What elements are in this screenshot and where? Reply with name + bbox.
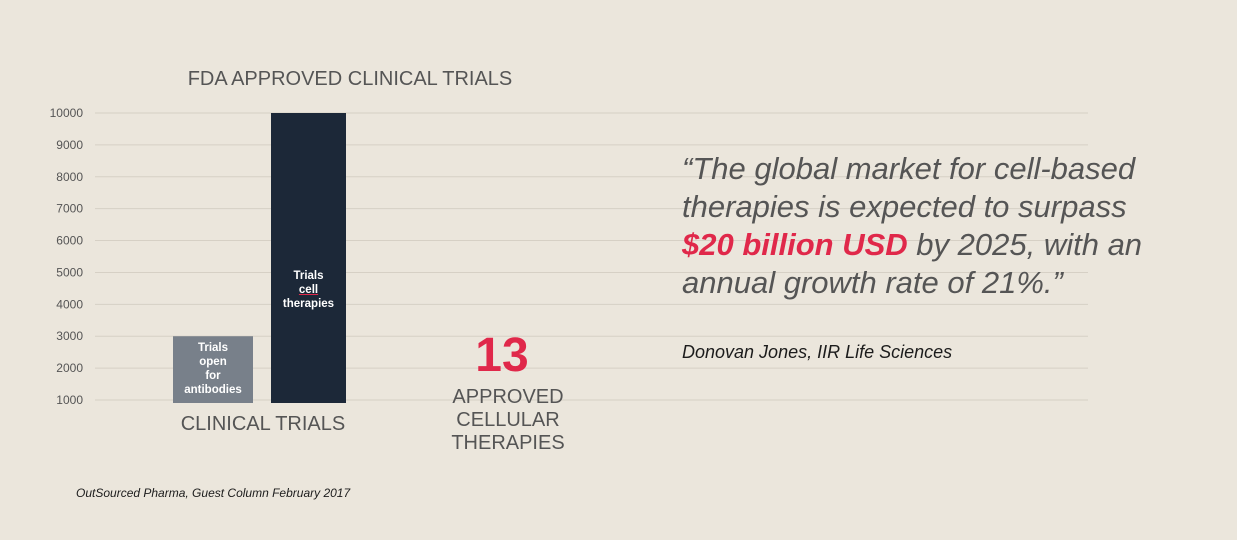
bar-label-line: cell (271, 283, 346, 297)
bar-label-antibodies: Trials open for antibodies (173, 341, 253, 397)
y-tick-label: 7000 (56, 202, 83, 216)
bar-1 (173, 336, 253, 403)
bar-label-cell-therapies: Trials cell therapies (271, 269, 346, 311)
bar-label-line: therapies (282, 298, 335, 310)
quote-text-start: “The global market for cell-based therap… (682, 151, 1136, 224)
source-note: OutSourced Pharma, Guest Column February… (76, 486, 351, 500)
bar-label-line: open (199, 356, 227, 368)
bar-2 (271, 113, 346, 403)
y-tick-label: 3000 (56, 329, 83, 343)
bar-label-line: for (205, 370, 221, 382)
market-quote: “The global market for cell-based therap… (682, 150, 1162, 302)
gridlines (95, 112, 1088, 401)
x-axis-label: CLINICAL TRIALS (180, 413, 346, 435)
y-tick-label: 1000 (56, 393, 83, 407)
bar-label-line: antibodies (184, 384, 242, 396)
approved-label-line: APPROVED (452, 386, 564, 408)
y-tick-label: 8000 (56, 170, 83, 184)
quote-attribution: Donovan Jones, IIR Life Sciences (682, 342, 953, 362)
y-tick-label: 9000 (56, 138, 83, 152)
approved-label: APPROVED CELLULAR THERAPIES (430, 386, 586, 455)
bar-label-word: cell (298, 284, 319, 296)
y-tick-label: 2000 (56, 361, 83, 375)
quote-highlight: $20 billion USD (682, 227, 908, 262)
approved-count: 13 (475, 329, 529, 382)
y-tick-label: 4000 (56, 297, 83, 311)
y-tick-label: 6000 (56, 234, 83, 248)
quote-text-end: by 2025, with an annual growth rate of 2… (682, 227, 1143, 300)
chart-title: FDA APPROVED CLINICAL TRIALS (187, 68, 513, 90)
bars (173, 113, 346, 403)
approved-label-line: CELLULAR (456, 409, 560, 431)
approved-label-line: THERAPIES (451, 432, 565, 454)
y-tick-label: 10000 (50, 106, 84, 120)
y-tick-label: 5000 (56, 265, 83, 279)
bar-label-line: Trials (293, 270, 324, 282)
bar-label-line: Trials (197, 342, 229, 354)
y-axis-ticks: 1000 2000 3000 4000 5000 6000 7000 8000 9000 1000… (50, 106, 84, 407)
